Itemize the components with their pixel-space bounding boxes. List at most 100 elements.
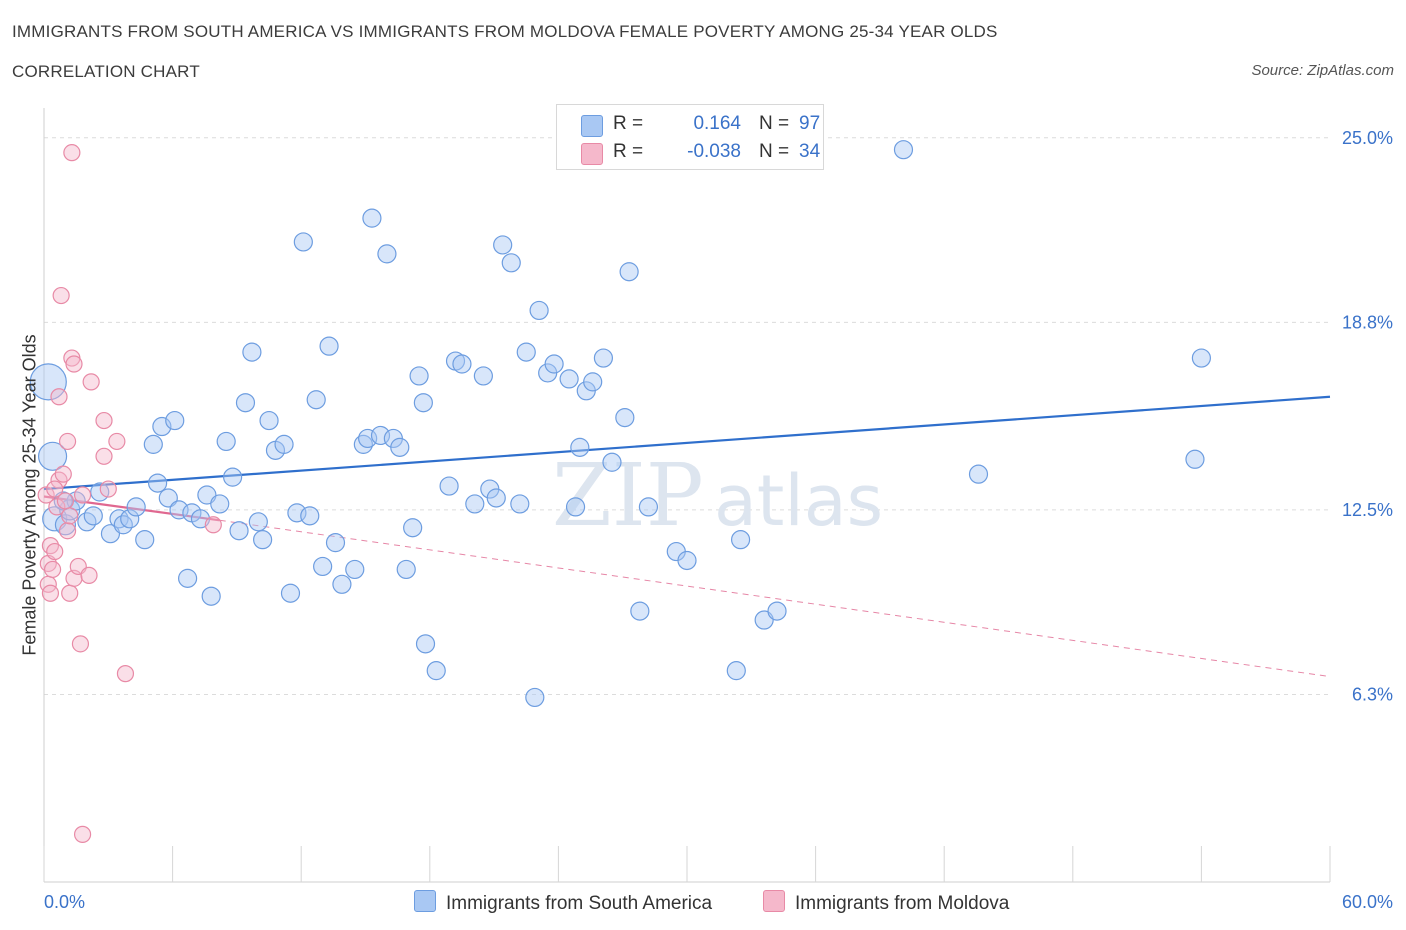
data-point-south-america [486, 488, 506, 508]
data-point-south-america [120, 509, 140, 529]
legend-n-value: 34 [799, 141, 821, 162]
data-point-south-america [126, 497, 146, 517]
data-point-south-america [396, 559, 416, 580]
legend-r-value: 0.164 [693, 113, 741, 134]
data-point-south-america [229, 521, 249, 541]
data-point-south-america [143, 434, 163, 454]
bottom-legend-moldova: Immigrants from Moldova [763, 890, 1009, 915]
data-point-south-america [253, 530, 273, 550]
south-america-points [29, 140, 1212, 708]
data-point-south-america [259, 410, 279, 431]
data-point-south-america [319, 336, 339, 356]
data-point-south-america [147, 473, 168, 493]
data-point-south-america [1185, 449, 1205, 469]
data-point-south-america [178, 568, 198, 588]
axes [43, 108, 1331, 883]
data-point-south-america [473, 366, 493, 386]
data-point-moldova [48, 498, 66, 516]
data-point-south-america [313, 556, 333, 577]
bottom-legend-label: Immigrants from Moldova [795, 893, 1010, 914]
data-point-south-america [501, 253, 521, 273]
data-point-moldova [41, 584, 60, 602]
data-point-moldova [58, 432, 77, 451]
data-point-south-america [201, 586, 221, 606]
data-point-south-america [158, 488, 178, 508]
data-point-south-america [638, 497, 659, 517]
data-point-south-america [1191, 348, 1212, 368]
legend-r-label: R = [613, 141, 644, 162]
data-point-south-america [767, 601, 787, 621]
data-point-south-america [529, 300, 549, 321]
watermark-atlas: atlas [714, 460, 883, 542]
data-point-moldova [54, 465, 72, 483]
y-axis-label: Female Poverty Among 25-34 Year Olds [19, 334, 40, 656]
moldova-points [37, 144, 222, 843]
data-point-south-america [300, 506, 320, 526]
data-point-south-america [559, 369, 579, 389]
legend-r-value: -0.038 [687, 141, 741, 162]
data-point-south-america [362, 208, 382, 228]
data-point-moldova [99, 480, 117, 498]
data-point-moldova [73, 486, 92, 504]
data-point-south-america [726, 661, 746, 681]
data-point-south-america [893, 140, 914, 160]
legend-n-label: N = [759, 113, 790, 134]
data-point-south-america [210, 494, 230, 514]
data-point-moldova [116, 665, 135, 683]
data-point-south-america [248, 512, 268, 532]
data-point-moldova [82, 373, 100, 391]
data-point-moldova [46, 542, 64, 561]
data-point-south-america [29, 363, 67, 401]
tick-labels: 6.3% 12.5% 18.8% 25.0% 0.0% 60.0% [44, 128, 1393, 912]
legend-swatch-blue [581, 115, 603, 137]
data-point-south-america [510, 494, 530, 514]
bottom-legend-south-america: Immigrants from South America [414, 890, 712, 915]
chart-title: IMMIGRANTS FROM SOUTH AMERICA VS IMMIGRA… [12, 22, 998, 41]
data-point-south-america [377, 244, 397, 264]
data-point-south-america [465, 494, 485, 514]
data-point-south-america [615, 408, 635, 428]
data-point-south-america [216, 431, 236, 452]
bottom-legend-label: Immigrants from South America [446, 893, 713, 914]
y-tick-label: 6.3% [1352, 684, 1393, 704]
x-tick-label-max: 60.0% [1342, 892, 1393, 912]
data-point-south-america [409, 366, 429, 386]
correlation-legend: R = 0.164 N = 97 R = -0.038 N = 34 [556, 104, 824, 170]
x-tick-label-min: 0.0% [44, 892, 85, 912]
data-point-south-america [677, 550, 697, 571]
data-point-south-america [452, 354, 472, 374]
data-point-moldova [80, 566, 98, 584]
legend-n-label: N = [759, 141, 790, 162]
data-point-south-america [730, 530, 751, 550]
data-point-south-america [37, 441, 68, 471]
data-point-moldova [63, 144, 81, 162]
data-point-south-america [345, 559, 365, 580]
data-point-south-america [403, 518, 423, 538]
data-point-moldova [204, 516, 222, 534]
data-point-south-america [325, 533, 346, 553]
data-point-moldova [61, 584, 79, 602]
data-point-south-america [525, 687, 545, 708]
bottom-legend-swatch-blue [414, 890, 436, 912]
data-point-south-america [583, 372, 603, 392]
data-point-south-america [630, 601, 650, 621]
watermark: ZIP atlas [552, 446, 883, 546]
data-point-moldova [52, 286, 70, 305]
data-point-moldova [43, 560, 62, 579]
y-tick-label: 25.0% [1342, 128, 1393, 148]
data-point-south-america [280, 583, 301, 603]
grid-lines [44, 137, 1330, 695]
data-point-south-america [306, 390, 326, 410]
data-point-south-america [242, 342, 262, 362]
data-point-south-america [602, 452, 622, 472]
data-point-south-america [165, 410, 185, 431]
data-point-moldova [37, 486, 55, 504]
data-point-moldova [50, 388, 68, 406]
legend-r-label: R = [613, 113, 644, 134]
legend-n-value: 97 [799, 113, 821, 134]
watermark-zip: ZIP [552, 446, 704, 546]
bottom-legend-swatch-pink [763, 890, 785, 912]
data-point-south-america [413, 393, 433, 413]
data-point-south-america [968, 464, 989, 484]
